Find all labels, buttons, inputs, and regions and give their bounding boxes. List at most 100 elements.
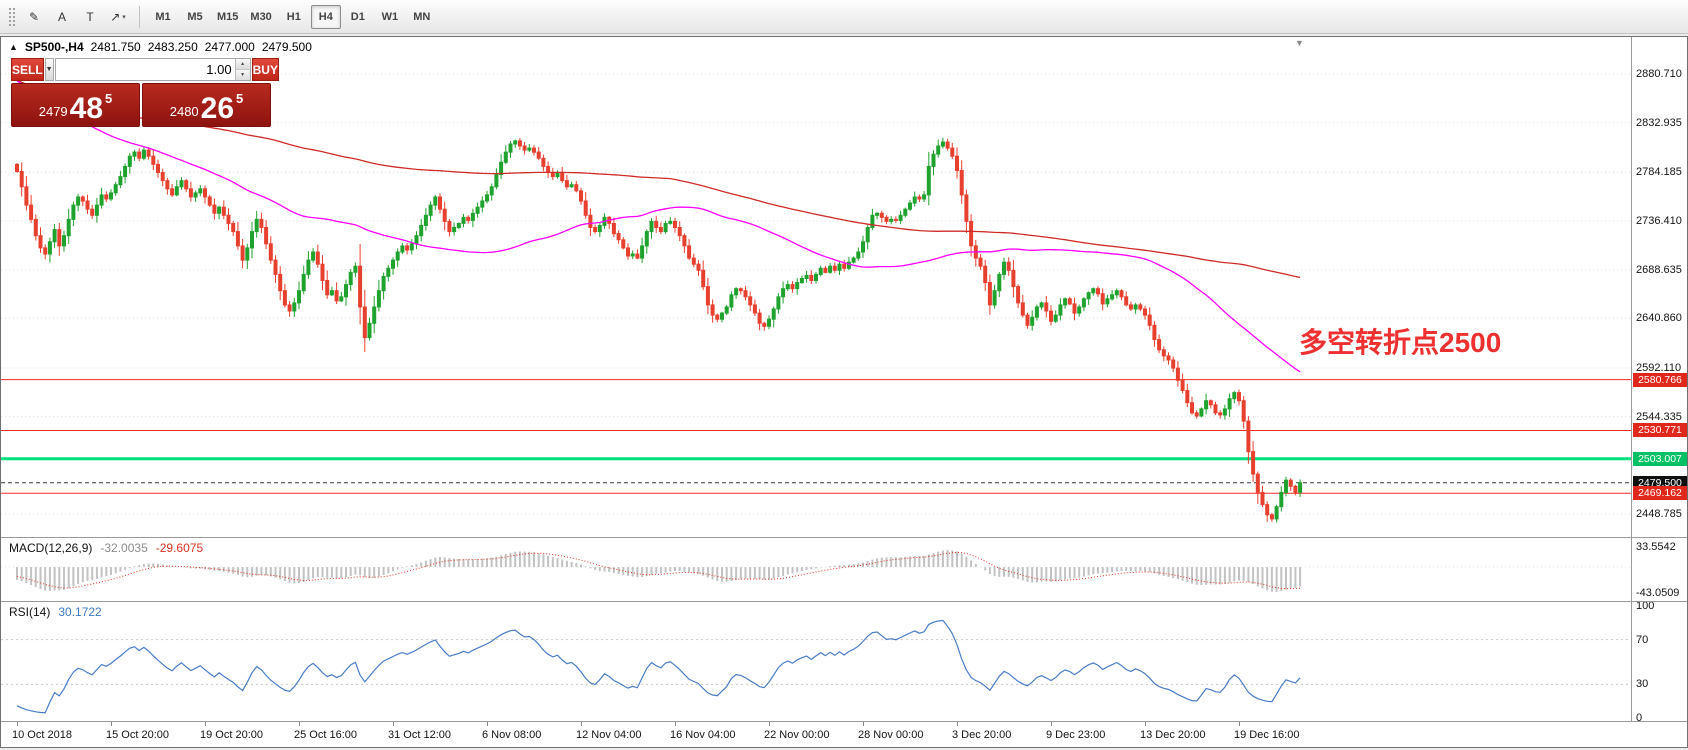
chart-window: ▼ ▲ SP500-,H4 2481.750 2483.250 2477.000… bbox=[0, 36, 1688, 748]
trade-controls-row: SELL ▼ ▲ ▼ BUY bbox=[11, 58, 279, 81]
price-quote-row: 2479 48 5 2480 26 5 bbox=[11, 83, 271, 127]
rsi-value: 30.1722 bbox=[58, 605, 102, 619]
price-axis-label: 2832.935 bbox=[1636, 117, 1682, 129]
symbol-label: SP500-,H4 bbox=[24, 40, 84, 54]
time-axis-tick bbox=[769, 722, 770, 726]
timeframe-button-d1[interactable]: D1 bbox=[343, 5, 373, 29]
time-axis-tick bbox=[299, 722, 300, 726]
sell-button[interactable]: SELL bbox=[11, 58, 44, 81]
time-axis-label: 3 Dec 20:00 bbox=[952, 729, 1012, 741]
symbol-marker-icon: ▲ bbox=[9, 42, 18, 52]
time-axis-tick bbox=[487, 722, 488, 726]
macd-main-value: -32.0035 bbox=[100, 541, 148, 555]
time-axis-tick bbox=[581, 722, 582, 726]
time-axis-label: 19 Dec 16:00 bbox=[1234, 729, 1300, 741]
time-axis-tick bbox=[957, 722, 958, 726]
price-axis-label: 2784.185 bbox=[1636, 166, 1682, 178]
toolbar-drag-handle[interactable] bbox=[7, 5, 16, 28]
time-axis-label: 19 Oct 20:00 bbox=[200, 729, 263, 741]
time-axis-label: 16 Nov 04:00 bbox=[670, 729, 736, 741]
time-axis-label: 9 Dec 23:00 bbox=[1046, 729, 1106, 741]
price-axis-label: 2448.785 bbox=[1636, 508, 1682, 520]
buy-price-big: 26 bbox=[200, 91, 235, 125]
volume-down-button[interactable]: ▼ bbox=[235, 70, 250, 80]
rsi-header: RSI(14) 30.1722 bbox=[9, 605, 102, 619]
freehand-drawing-icon: ✎ bbox=[28, 9, 40, 24]
ohlc-header: ▲ SP500-,H4 2481.750 2483.250 2477.000 2… bbox=[9, 40, 312, 54]
price-axis[interactable]: 2880.710 2832.935 2784.185 2736.410 2688.635… bbox=[1631, 37, 1687, 724]
time-axis-tick bbox=[111, 722, 112, 726]
volume-stepper: ▲ ▼ bbox=[234, 59, 250, 80]
text-tool-icon[interactable]: T bbox=[77, 5, 103, 29]
timeframe-button-m1[interactable]: M1 bbox=[148, 5, 178, 29]
text-label-tool-icon[interactable]: A bbox=[49, 5, 75, 29]
sell-price-sup: 5 bbox=[105, 91, 113, 106]
timeframe-button-h1[interactable]: H1 bbox=[279, 5, 309, 29]
timeframe-button-m30[interactable]: M30 bbox=[245, 5, 276, 29]
price-axis-label: 2640.860 bbox=[1636, 312, 1682, 324]
freehand-drawing-icon[interactable]: ✎ bbox=[21, 5, 47, 29]
timeframe-button-h4[interactable]: H4 bbox=[310, 4, 341, 29]
price-badge-2503.007: 2503.007 bbox=[1633, 452, 1687, 466]
volume-up-button[interactable]: ▲ bbox=[235, 59, 250, 70]
rsi-axis-label: 70 bbox=[1636, 634, 1649, 646]
time-axis-tick bbox=[1239, 722, 1240, 726]
price-axis-label: 2688.635 bbox=[1636, 264, 1682, 276]
macd-axis-label: -43.0509 bbox=[1636, 587, 1680, 599]
time-axis-label: 31 Oct 12:00 bbox=[388, 729, 451, 741]
macd-header: MACD(12,26,9) -32.0035 -29.6075 bbox=[9, 541, 203, 555]
drawing-objects-icon: ↗ bbox=[110, 9, 121, 24]
tool-group: ✎ A T ↗ ▾ bbox=[21, 5, 131, 29]
timeframe-group: M1 M5 M15 M30 H1 H4 D1 W1 MN bbox=[148, 4, 437, 29]
time-axis-tick bbox=[1051, 722, 1052, 726]
macd-signal-value: -29.6075 bbox=[155, 541, 204, 555]
time-axis-label: 10 Oct 2018 bbox=[12, 729, 72, 741]
chart-shift-marker[interactable]: ▼ bbox=[1295, 38, 1304, 48]
time-axis-tick bbox=[17, 722, 18, 726]
time-axis-tick bbox=[675, 722, 676, 726]
one-click-trade-widget: SELL ▼ ▲ ▼ BUY 2479 48 5 2480 26 5 bbox=[11, 58, 279, 127]
sell-quote-panel[interactable]: 2479 48 5 bbox=[11, 83, 140, 127]
main-chart[interactable] bbox=[1, 37, 1631, 538]
timeframe-button-m5[interactable]: M5 bbox=[180, 5, 210, 29]
macd-axis-label: 33.5542 bbox=[1636, 541, 1676, 553]
price-axis-label: 2592.110 bbox=[1636, 362, 1682, 374]
open-value: 2481.750 bbox=[90, 40, 141, 54]
time-axis-tick bbox=[393, 722, 394, 726]
rsi-panel[interactable] bbox=[1, 602, 1631, 721]
price-badge-2530.771: 2530.771 bbox=[1633, 423, 1687, 437]
volume-input[interactable] bbox=[55, 59, 235, 80]
timeframe-button-w1[interactable]: W1 bbox=[375, 5, 405, 29]
timeframe-button-mn[interactable]: MN bbox=[407, 5, 437, 29]
rsi-axis-label: 30 bbox=[1636, 678, 1649, 690]
buy-button[interactable]: BUY bbox=[251, 58, 279, 81]
toolbar: ✎ A T ↗ ▾ M1 M5 M15 M30 H1 H4 D1 W1 MN bbox=[0, 0, 1688, 34]
buy-quote-panel[interactable]: 2480 26 5 bbox=[142, 83, 271, 127]
widget-dropdown-button[interactable]: ▼ bbox=[44, 58, 54, 81]
time-axis[interactable]: 10 Oct 2018 15 Oct 20:00 19 Oct 20:00 25 Oc… bbox=[1, 721, 1687, 747]
close-value: 2479.500 bbox=[261, 40, 312, 54]
time-axis-tick bbox=[205, 722, 206, 726]
price-axis-label: 2736.410 bbox=[1636, 215, 1682, 227]
sell-price-prefix: 2479 bbox=[38, 104, 68, 120]
rsi-axis-label: 100 bbox=[1636, 600, 1655, 612]
time-axis-label: 28 Nov 00:00 bbox=[858, 729, 924, 741]
time-axis-label: 13 Dec 20:00 bbox=[1140, 729, 1206, 741]
panel-separator-rsi[interactable] bbox=[1, 601, 1687, 602]
volume-field-wrap: ▲ ▼ bbox=[54, 58, 251, 81]
chevron-down-icon: ▼ bbox=[45, 66, 53, 73]
time-axis-label: 22 Nov 00:00 bbox=[764, 729, 830, 741]
time-axis-tick bbox=[863, 722, 864, 726]
macd-panel[interactable] bbox=[1, 538, 1631, 602]
panel-separator-macd[interactable] bbox=[1, 537, 1687, 538]
price-axis-label: 2544.335 bbox=[1636, 411, 1682, 423]
chart-text-annotation[interactable]: 多空转折点2500 bbox=[1299, 327, 1502, 358]
timeframe-button-m15[interactable]: M15 bbox=[212, 5, 243, 29]
ma-slow-line bbox=[16, 79, 1301, 279]
time-axis-label: 15 Oct 20:00 bbox=[106, 729, 169, 741]
price-badge-2469.162: 2469.162 bbox=[1633, 486, 1687, 500]
ma-fast-line bbox=[16, 80, 1301, 373]
price-badge-2580.766: 2580.766 bbox=[1633, 373, 1687, 387]
drawing-objects-icon[interactable]: ↗ ▾ bbox=[105, 5, 131, 29]
rsi-axis-label: 0 bbox=[1636, 712, 1643, 724]
